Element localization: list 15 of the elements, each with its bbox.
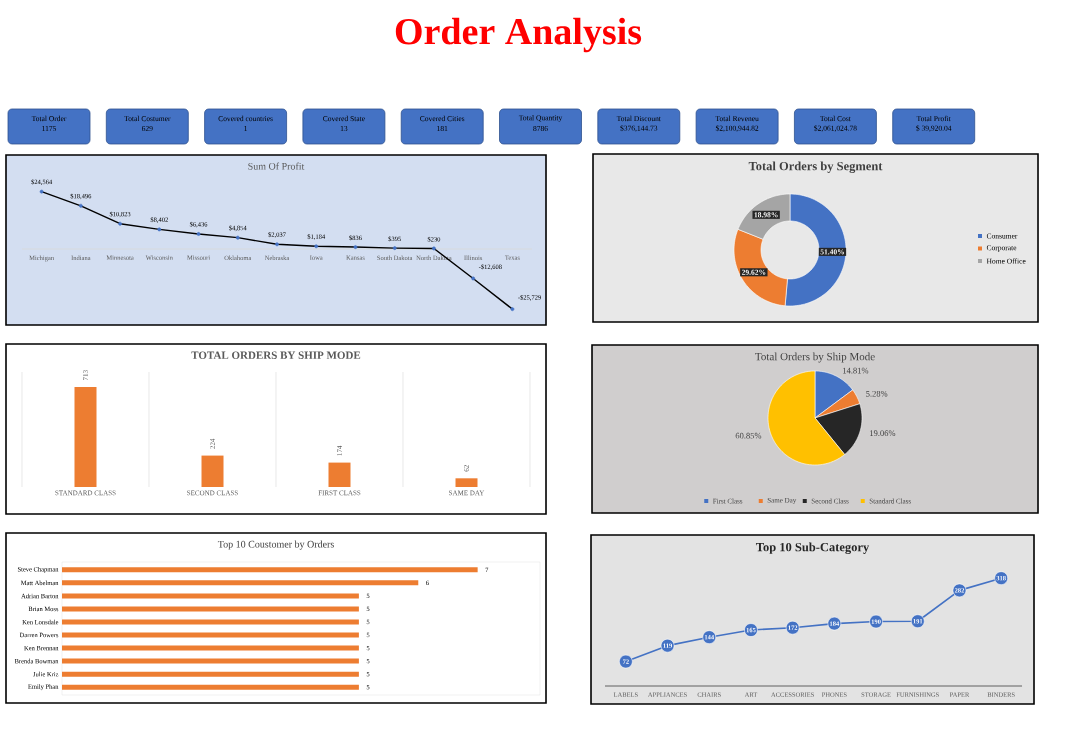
bar [455,478,478,487]
chart-title: Total Orders by Segment [748,161,883,173]
text: Order Analysis [395,17,642,53]
bar [74,386,97,487]
data-label: 19.06% [870,430,896,437]
chart-title: Top 10 Coustomer by Orders [217,540,334,550]
chart-title: Sum Of Profit [248,162,305,170]
data-label: 5.28% [866,390,888,397]
chart-title: Top 10 Sub-Category [755,542,870,554]
bar [201,455,224,487]
data-label: 14.81% [843,367,869,374]
chart-title: Total Orders by Ship Mode [755,352,875,363]
data-label: 60.85% [735,432,762,439]
bar [328,462,351,487]
chart-title: TOTAL ORDERS BY SHIP MODE [191,351,361,359]
